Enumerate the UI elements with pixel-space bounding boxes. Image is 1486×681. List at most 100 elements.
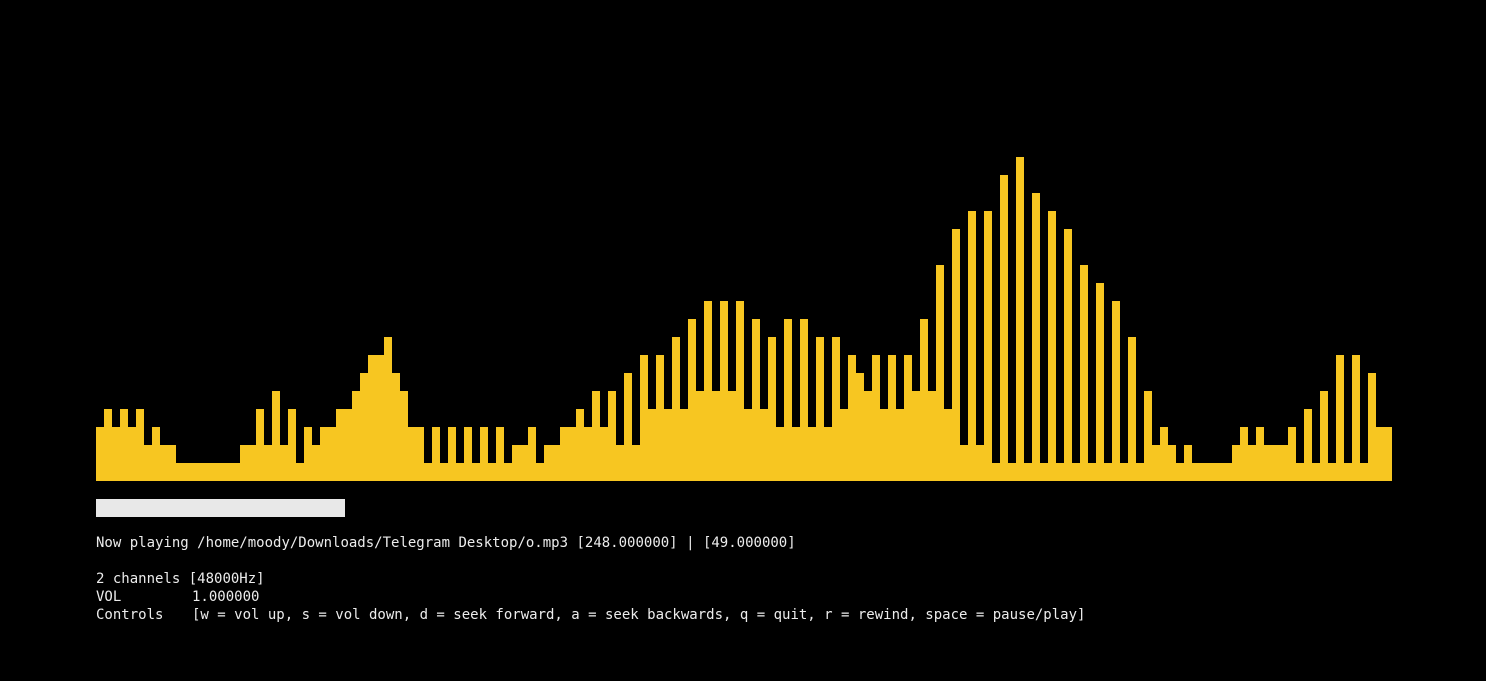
playback-progress-fill bbox=[96, 499, 346, 517]
visualizer-bar bbox=[1288, 427, 1296, 481]
visualizer-bar bbox=[808, 427, 816, 481]
visualizer-bar bbox=[856, 373, 864, 481]
visualizer-bar bbox=[440, 463, 448, 481]
volume-label: VOL bbox=[96, 589, 122, 605]
visualizer-bar bbox=[1040, 463, 1048, 481]
visualizer-bar bbox=[632, 445, 640, 481]
visualizer-bar bbox=[1112, 301, 1120, 481]
visualizer-bar bbox=[200, 463, 208, 481]
visualizer-bar bbox=[1024, 463, 1032, 481]
visualizer-bar bbox=[584, 427, 592, 481]
visualizer-bar bbox=[960, 445, 968, 481]
visualizer-bar bbox=[656, 355, 664, 481]
visualizer-bar bbox=[744, 409, 752, 481]
visualizer-bar bbox=[568, 427, 576, 481]
visualizer-bar bbox=[728, 391, 736, 481]
visualizer-bar bbox=[976, 445, 984, 481]
visualizer-bar bbox=[1216, 463, 1224, 481]
visualizer-bar bbox=[256, 409, 264, 481]
audio-info-line: 2 channels [48000Hz] bbox=[96, 570, 265, 588]
visualizer-bar bbox=[168, 445, 176, 481]
visualizer-bar bbox=[448, 427, 456, 481]
visualizer-bar bbox=[616, 445, 624, 481]
visualizer-bar bbox=[1328, 463, 1336, 481]
visualizer-bar bbox=[832, 337, 840, 481]
visualizer-bar bbox=[776, 427, 784, 481]
visualizer-bar bbox=[896, 409, 904, 481]
track-position: [49.000000] bbox=[702, 535, 796, 551]
visualizer-bar bbox=[1344, 463, 1352, 481]
visualizer-bar bbox=[592, 391, 600, 481]
visualizer-bar bbox=[392, 373, 400, 481]
visualizer-bar bbox=[1272, 445, 1280, 481]
visualizer-bar bbox=[192, 463, 200, 481]
visualizer-bar bbox=[104, 409, 112, 481]
visualizer-bar bbox=[136, 409, 144, 481]
visualizer-bar bbox=[512, 445, 520, 481]
visualizer-bar bbox=[408, 427, 416, 481]
visualizer-bar bbox=[824, 427, 832, 481]
channels-count: 2 channels bbox=[96, 571, 181, 587]
controls-line: Controls [w = vol up, s = vol down, d = s… bbox=[96, 606, 1085, 624]
visualizer-bar bbox=[872, 355, 880, 481]
visualizer-bar bbox=[1144, 391, 1152, 481]
visualizer-bar bbox=[536, 463, 544, 481]
visualizer-bar bbox=[1352, 355, 1360, 481]
visualizer-bar bbox=[280, 445, 288, 481]
visualizer-bar bbox=[720, 301, 728, 481]
playback-progress-bar bbox=[96, 499, 1384, 517]
visualizer-bar bbox=[288, 409, 296, 481]
visualizer-bar bbox=[576, 409, 584, 481]
visualizer-bar bbox=[864, 391, 872, 481]
visualizer-bar bbox=[1296, 463, 1304, 481]
visualizer-bar bbox=[1376, 427, 1384, 481]
visualizer-bar bbox=[144, 445, 152, 481]
visualizer-bar bbox=[216, 463, 224, 481]
visualizer-bar bbox=[1128, 337, 1136, 481]
visualizer-bar bbox=[1232, 445, 1240, 481]
visualizer-bar bbox=[1304, 409, 1312, 481]
visualizer-bar bbox=[152, 427, 160, 481]
volume-line: VOL 1.000000 bbox=[96, 588, 259, 606]
visualizer-bar bbox=[1224, 463, 1232, 481]
visualizer-bar bbox=[208, 463, 216, 481]
visualizer-bar bbox=[648, 409, 656, 481]
visualizer-bar bbox=[464, 427, 472, 481]
now-playing-label: Now playing bbox=[96, 535, 189, 551]
visualizer-bar bbox=[944, 409, 952, 481]
visualizer-bar bbox=[1168, 445, 1176, 481]
visualizer-bar bbox=[600, 427, 608, 481]
visualizer-bar bbox=[360, 373, 368, 481]
visualizer-bar bbox=[488, 463, 496, 481]
visualizer-bar bbox=[792, 427, 800, 481]
visualizer-bar bbox=[160, 445, 168, 481]
visualizer-bar bbox=[232, 463, 240, 481]
visualizer-bar bbox=[544, 445, 552, 481]
visualizer-bar bbox=[272, 391, 280, 481]
visualizer-bar bbox=[424, 463, 432, 481]
visualizer-bar bbox=[936, 265, 944, 481]
visualizer-bar bbox=[624, 373, 632, 481]
visualizer-bar bbox=[840, 409, 848, 481]
volume-value: 1.000000 bbox=[192, 589, 260, 605]
visualizer-bar bbox=[1016, 157, 1024, 481]
visualizer-bar bbox=[320, 427, 328, 481]
visualizer-bar bbox=[248, 445, 256, 481]
visualizer-bar bbox=[312, 445, 320, 481]
visualizer-bar bbox=[760, 409, 768, 481]
visualizer-bar bbox=[1120, 463, 1128, 481]
visualizer-bar bbox=[1256, 427, 1264, 481]
visualizer-bar bbox=[1096, 283, 1104, 481]
visualizer-bar bbox=[1360, 463, 1368, 481]
visualizer-bar bbox=[984, 211, 992, 481]
visualizer-bar bbox=[304, 427, 312, 481]
visualizer-bar bbox=[400, 391, 408, 481]
visualizer-bar bbox=[1200, 463, 1208, 481]
visualizer-bar bbox=[416, 427, 424, 481]
visualizer-bar bbox=[664, 409, 672, 481]
visualizer-bar bbox=[928, 391, 936, 481]
audio-visualizer bbox=[96, 120, 1402, 482]
visualizer-bar bbox=[904, 355, 912, 481]
visualizer-bar bbox=[952, 229, 960, 481]
visualizer-bar bbox=[1368, 373, 1376, 481]
